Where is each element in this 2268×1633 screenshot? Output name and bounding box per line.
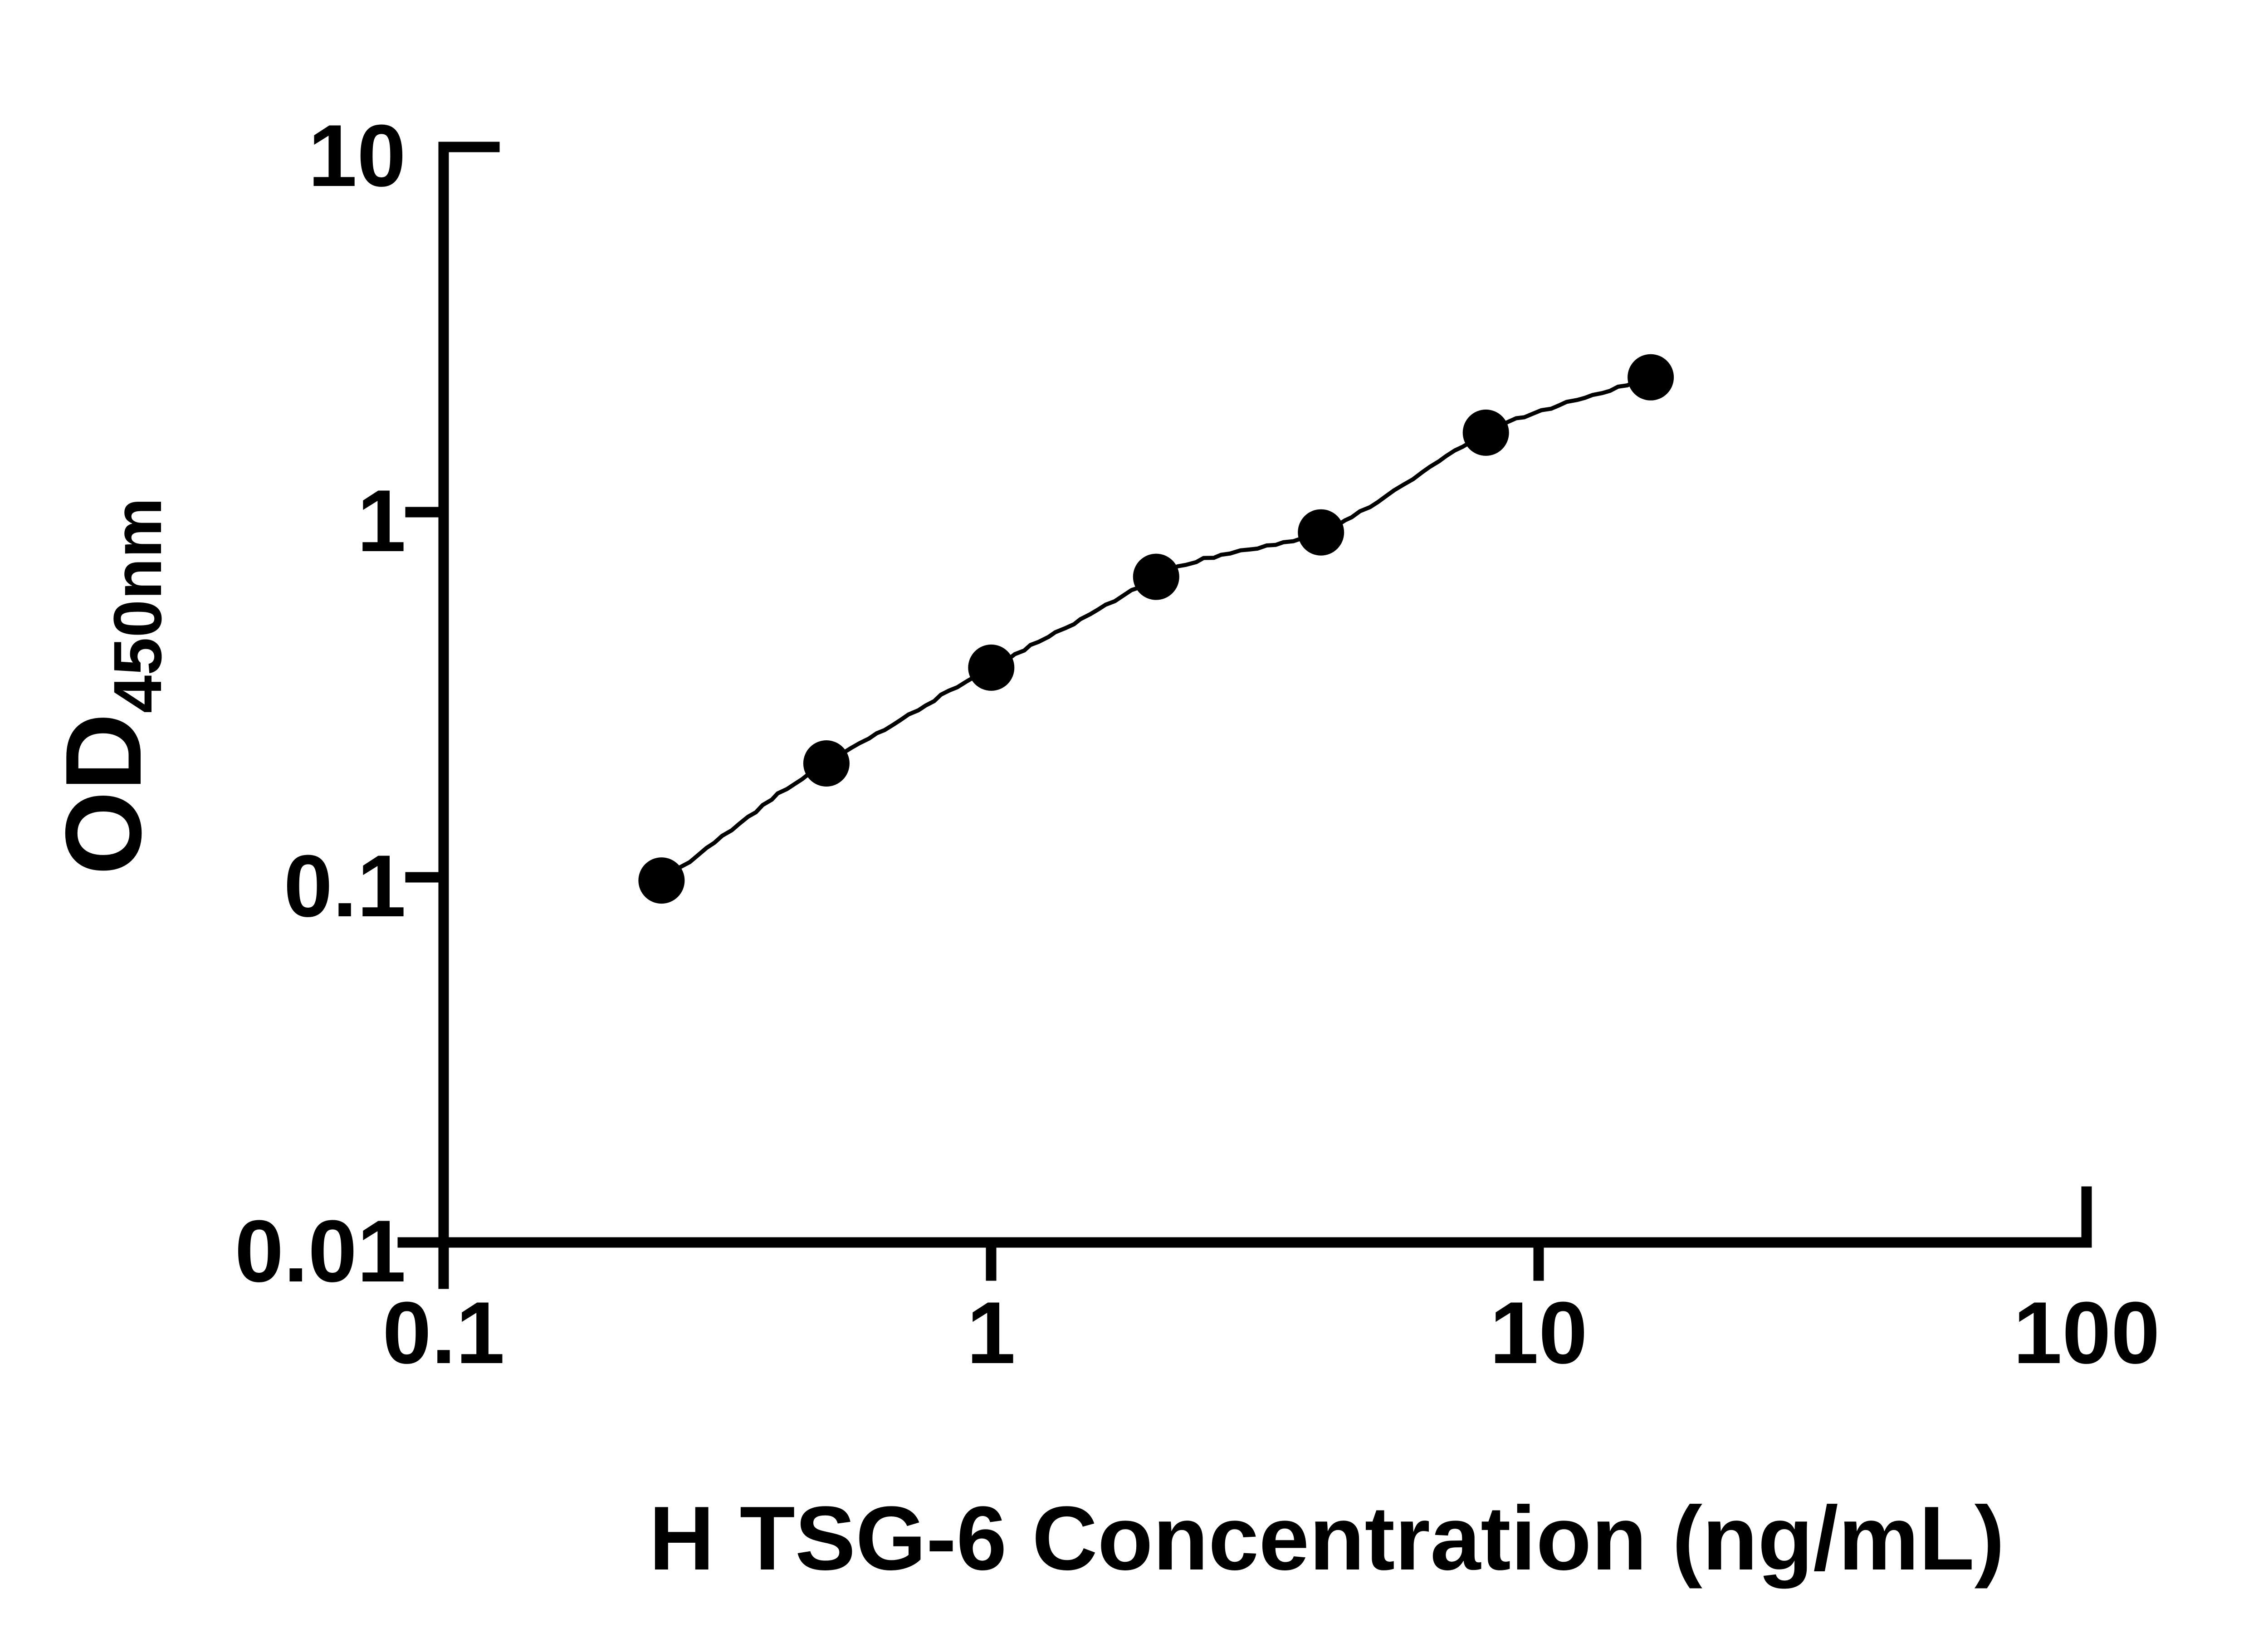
svg-text:H TSG-6 Concentration (ng/mL): H TSG-6 Concentration (ng/mL) — [649, 1488, 2005, 1589]
svg-text:0.1: 0.1 — [284, 837, 406, 935]
svg-text:0.1: 0.1 — [382, 1284, 505, 1382]
svg-text:1: 1 — [967, 1284, 1016, 1382]
svg-text:0.01: 0.01 — [235, 1202, 406, 1301]
svg-text:10: 10 — [308, 107, 406, 205]
svg-text:100: 100 — [2013, 1284, 2160, 1382]
svg-text:1: 1 — [357, 472, 406, 570]
svg-text:10: 10 — [1490, 1284, 1588, 1382]
